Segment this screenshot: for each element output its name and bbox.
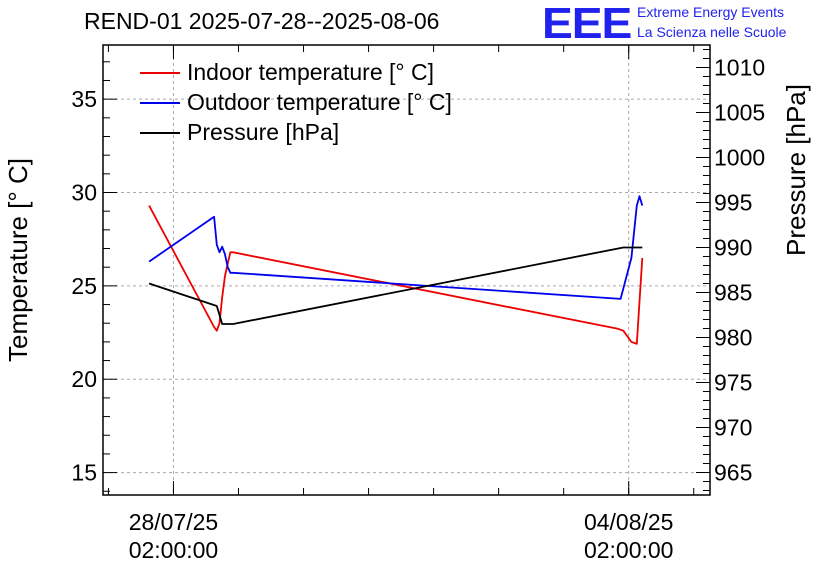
legend-label-pressure: Pressure [hPa]	[187, 119, 340, 145]
eee-logo: EEE	[542, 0, 632, 48]
legend-label-indoor: Indoor temperature [° C]	[187, 59, 434, 85]
y2-tick-label: 965	[714, 460, 752, 486]
legend-swatch-pressure	[140, 132, 180, 134]
y2-tick-label: 1005	[714, 100, 765, 126]
series-line-2	[148, 246, 643, 325]
x-tick-label: 28/07/25 02:00:00	[128, 509, 219, 563]
series-line-1	[148, 195, 644, 300]
legend-swatch-indoor	[140, 72, 180, 74]
y2-tick-label: 995	[714, 190, 752, 216]
y2-tick-label: 990	[714, 235, 752, 261]
y-axis-label: Temperature [° C]	[3, 158, 33, 362]
y-tick-label: 30	[71, 180, 97, 206]
y2-tick-label: 970	[714, 415, 752, 441]
y-tick-label: 20	[71, 366, 97, 392]
logo-caption-line2: La Scienza nelle Scuole	[637, 24, 787, 40]
y-tick-label: 15	[71, 460, 97, 486]
legend-swatch-outdoor	[140, 102, 180, 104]
y-tick-label: 35	[71, 86, 97, 112]
plot-frame	[102, 44, 711, 496]
chart-title: REND-01 2025-07-28--2025-08-06	[84, 8, 440, 34]
y2-tick-label: 1000	[714, 145, 765, 171]
y2-tick-label: 975	[714, 370, 752, 396]
x-tick-label: 04/08/25 02:00:00	[583, 509, 674, 563]
legend-label-outdoor: Outdoor temperature [° C]	[187, 89, 452, 115]
y-tick-label: 25	[71, 273, 97, 299]
y2-tick-label: 985	[714, 280, 752, 306]
y2-axis-label: Pressure [hPa]	[781, 84, 811, 256]
logo-caption-line1: Extreme Energy Events	[637, 4, 785, 20]
y2-tick-label: 1010	[714, 55, 765, 81]
y2-tick-label: 980	[714, 325, 752, 351]
series-layer	[148, 195, 644, 345]
series-line-0	[148, 205, 644, 345]
axes: 15 20 25 30 35 965 970 975 980 985 990 995 1000 1005 1…	[71, 45, 765, 495]
